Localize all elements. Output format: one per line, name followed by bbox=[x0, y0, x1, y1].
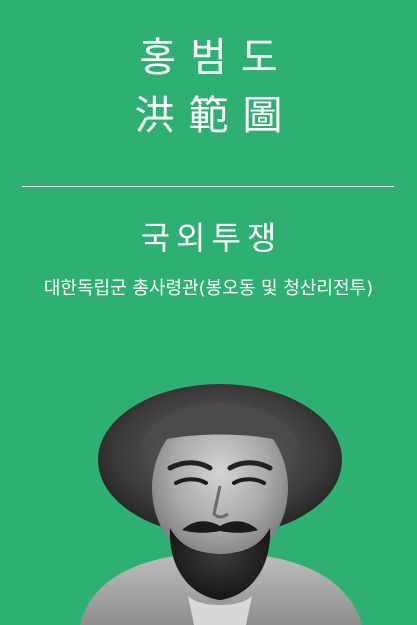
category-title: 국외투쟁 bbox=[140, 219, 283, 257]
name-korean: 홍범도 bbox=[139, 35, 292, 81]
portrait-image bbox=[80, 384, 362, 625]
divider bbox=[22, 186, 394, 187]
name-hanja: 洪範圖 bbox=[134, 93, 297, 139]
subtitle: 대한독립군 총사령관(봉오동 및 청산리전투) bbox=[43, 278, 374, 299]
